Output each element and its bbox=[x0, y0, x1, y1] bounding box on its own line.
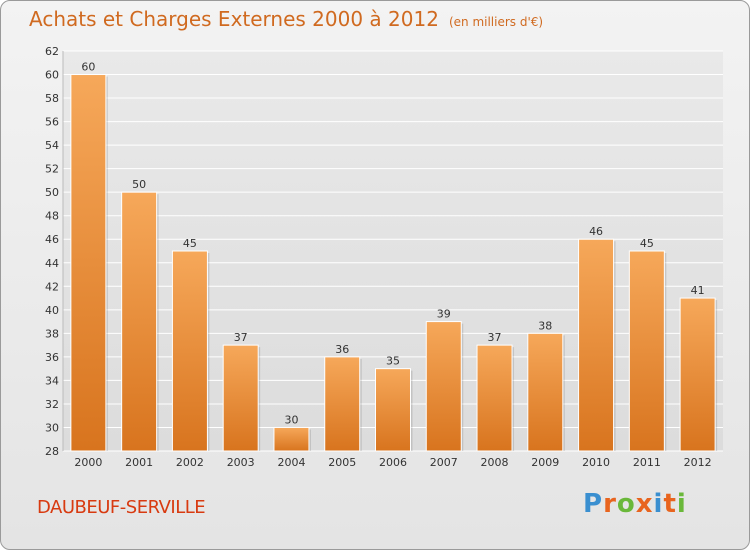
y-tick-label: 54 bbox=[45, 139, 59, 152]
bar-value-label: 39 bbox=[437, 308, 451, 321]
bar bbox=[425, 321, 462, 452]
y-tick-label: 58 bbox=[45, 92, 59, 105]
y-tick-label: 34 bbox=[45, 374, 59, 387]
bar-value-label: 35 bbox=[386, 355, 400, 368]
x-tick-label: 2002 bbox=[176, 456, 204, 469]
bar bbox=[527, 332, 564, 452]
value-labels: 60 50 45 37 30 36 35 39 37 38 46 45 41 bbox=[81, 61, 704, 427]
y-tick-label: 52 bbox=[45, 163, 59, 176]
bar-value-label: 38 bbox=[538, 319, 552, 332]
chart-title: Achats et Charges Externes 2000 à 2012 (e… bbox=[29, 7, 543, 31]
bar-value-label: 45 bbox=[640, 237, 654, 250]
x-tick-label: 2003 bbox=[227, 456, 255, 469]
y-tick-label: 28 bbox=[45, 445, 59, 458]
y-tick-label: 62 bbox=[45, 45, 59, 58]
x-axis-labels: 2000 2001 2002 2003 2004 2005 2006 2007 2008 2009… bbox=[74, 456, 711, 469]
y-tick-label: 42 bbox=[45, 280, 59, 293]
proxiti-logo[interactable]: Proxiti bbox=[583, 489, 687, 519]
bar-value-label: 46 bbox=[589, 225, 603, 238]
logo-letter: P bbox=[583, 489, 604, 519]
bar bbox=[628, 250, 665, 452]
x-tick-label: 2005 bbox=[328, 456, 356, 469]
y-axis-labels: 28 30 32 34 36 38 40 42 44 46 48 50 52 54 56 58 60 62 bbox=[45, 45, 59, 458]
logo-letter: i bbox=[653, 489, 664, 519]
bar bbox=[476, 344, 513, 452]
x-tick-label: 2004 bbox=[277, 456, 305, 469]
x-tick-label: 2007 bbox=[430, 456, 458, 469]
bar bbox=[70, 74, 107, 452]
y-tick-label: 50 bbox=[45, 186, 59, 199]
x-tick-label: 2012 bbox=[684, 456, 712, 469]
bar-value-label: 30 bbox=[284, 413, 298, 426]
y-tick-label: 38 bbox=[45, 327, 59, 340]
x-tick-label: 2000 bbox=[74, 456, 102, 469]
bar bbox=[121, 191, 158, 452]
commune-name: DAUBEUF-SERVILLE bbox=[37, 497, 206, 518]
y-tick-label: 56 bbox=[45, 116, 59, 129]
bar-value-label: 37 bbox=[234, 331, 248, 344]
bar-value-label: 37 bbox=[488, 331, 502, 344]
y-tick-label: 40 bbox=[45, 304, 59, 317]
logo-letter: t bbox=[663, 489, 677, 519]
bar bbox=[171, 250, 208, 452]
logo-letter: x bbox=[635, 489, 654, 519]
logo-letter: o bbox=[616, 489, 636, 519]
y-tick-label: 44 bbox=[45, 257, 59, 270]
x-tick-label: 2001 bbox=[125, 456, 153, 469]
y-tick-label: 48 bbox=[45, 210, 59, 223]
bar-value-label: 60 bbox=[81, 61, 95, 74]
chart-unit: (en milliers d'€) bbox=[448, 15, 544, 29]
x-tick-label: 2010 bbox=[582, 456, 610, 469]
bar bbox=[273, 426, 310, 452]
bar-value-label: 36 bbox=[335, 343, 349, 356]
y-tick-label: 36 bbox=[45, 351, 59, 364]
y-tick-label: 30 bbox=[45, 421, 59, 434]
y-tick-label: 46 bbox=[45, 233, 59, 246]
bar bbox=[578, 238, 615, 452]
y-tick-label: 32 bbox=[45, 398, 59, 411]
x-tick-label: 2009 bbox=[531, 456, 559, 469]
bar bbox=[679, 297, 716, 452]
bar bbox=[375, 368, 411, 452]
x-tick-label: 2008 bbox=[481, 456, 509, 469]
bar-value-label: 45 bbox=[183, 237, 197, 250]
bar bbox=[324, 356, 361, 452]
bar bbox=[222, 344, 259, 452]
chart-title-text: Achats et Charges Externes 2000 à 2012 bbox=[29, 7, 439, 31]
x-tick-label: 2011 bbox=[633, 456, 661, 469]
bars bbox=[70, 74, 718, 452]
x-tick-label: 2006 bbox=[379, 456, 407, 469]
bar-value-label: 50 bbox=[132, 178, 146, 191]
y-tick-label: 60 bbox=[45, 69, 59, 82]
bar-value-label: 41 bbox=[691, 284, 705, 297]
proxiti-logo-text: Proxiti bbox=[583, 489, 687, 519]
logo-letter: r bbox=[603, 489, 617, 519]
logo-letter: i bbox=[676, 489, 687, 519]
